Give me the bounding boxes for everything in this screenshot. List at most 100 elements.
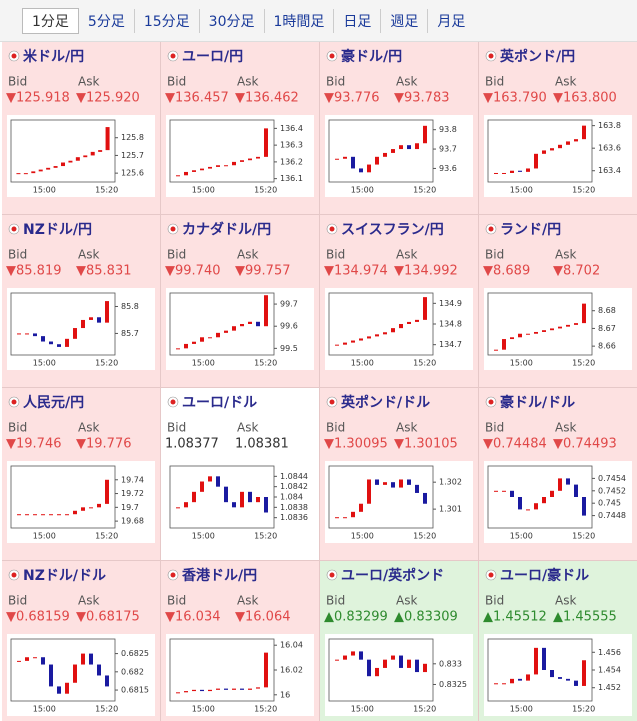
- ask-label: Ask: [78, 75, 99, 89]
- rate-panel[interactable]: ユーロ/円 Bid Ask ▼136.457 ▼136.462 136.4 136.3 136…: [161, 42, 320, 215]
- x-tick-label: 15:00: [351, 532, 374, 541]
- candle: [65, 682, 69, 694]
- pair-name: 英ポンド/円: [499, 48, 575, 65]
- rate-panel[interactable]: 香港ドル/円 Bid Ask ▼16.034 ▼16.064 16.04 16.02 16 15…: [161, 561, 320, 721]
- flag-icon: [170, 572, 176, 578]
- candle: [57, 686, 61, 694]
- rate-panel[interactable]: ランド/円 Bid Ask ▼8.689 ▼8.702 8.68 8.67 8.66 15:00…: [479, 215, 637, 388]
- rate-panel[interactable]: NZドル/円 Bid Ask ▼85.819 ▼85.831 85.8 85.7 15:00 1…: [2, 215, 161, 388]
- pair-name: カナダドル/円: [182, 221, 271, 238]
- candle: [41, 336, 45, 342]
- rate-panel[interactable]: 英ポンド/ドル Bid Ask ▼1.30095 ▼1.30105 1.302 1.301 1…: [320, 388, 479, 561]
- bid-label: Bid: [167, 75, 186, 89]
- y-tick-label: 0.745: [598, 499, 621, 508]
- panel-canvas: ランド/円 Bid Ask ▼8.689 ▼8.702 8.68 8.67 8.66 15:00…: [483, 222, 632, 370]
- panel-canvas: NZドル/円 Bid Ask ▼85.819 ▼85.831 85.8 85.7 15:00 1…: [6, 222, 155, 370]
- candle: [399, 324, 403, 329]
- candle: [232, 502, 236, 508]
- rate-panel[interactable]: ユーロ/英ポンド Bid Ask ▲0.83299 ▲0.83309 0.833 0.832…: [320, 561, 479, 721]
- flag-icon: [329, 53, 335, 59]
- candle: [383, 332, 387, 335]
- candle: [176, 507, 180, 509]
- candle: [526, 509, 530, 511]
- pair-name: スイスフラン/円: [341, 222, 444, 238]
- tab[interactable]: 15分足: [135, 8, 200, 33]
- rate-panel[interactable]: 英ポンド/円 Bid Ask ▼163.790 ▼163.800 163.8 163.6 16…: [479, 42, 637, 215]
- rate-panel[interactable]: カナダドル/円 Bid Ask ▼99.740 ▼99.757 99.7 99.6 99.5 1…: [161, 215, 320, 388]
- y-tick-label: 93.8: [439, 125, 457, 134]
- rate-panel[interactable]: 米ドル/円 Bid Ask ▼125.918 ▼125.920 125.8 125.7 125…: [2, 42, 161, 215]
- tab[interactable]: 日足: [334, 8, 382, 33]
- y-tick-label: 8.66: [598, 342, 616, 351]
- x-tick-label: 15:00: [192, 359, 215, 368]
- candle: [367, 659, 371, 677]
- rate-panel[interactable]: 人民元/円 Bid Ask ▼19.746 ▼19.776 19.74 19.72 19.7 1…: [2, 388, 161, 561]
- ask-label: Ask: [237, 594, 258, 608]
- candle: [558, 478, 562, 491]
- candle: [57, 344, 61, 347]
- tab[interactable]: 月足: [437, 13, 466, 30]
- pair-name: 豪ドル/ドル: [500, 394, 575, 411]
- candle: [383, 659, 387, 668]
- candle: [17, 660, 21, 662]
- rate-panel[interactable]: ユーロ/ドル Bid Ask 1.08377 1.08381 1.0844 1.0842 1.…: [161, 388, 320, 561]
- ask-label: Ask: [237, 75, 258, 89]
- candle: [33, 514, 37, 516]
- candle: [89, 317, 93, 320]
- tab[interactable]: 1分足: [22, 7, 79, 34]
- candle: [510, 337, 514, 340]
- candle: [534, 503, 538, 510]
- panel-canvas: ユーロ/豪ドル Bid Ask ▲1.45512 ▲1.45555 1.456 1.454 1…: [483, 567, 632, 716]
- rate-panel[interactable]: NZドル/ドル Bid Ask ▼0.68159 ▼0.68175 0.6825 0.682…: [2, 561, 161, 721]
- y-tick-label: 19.68: [121, 517, 144, 526]
- bid-label: Bid: [485, 248, 504, 262]
- candle: [61, 162, 65, 167]
- flag-icon: [11, 53, 17, 59]
- y-tick-label: 136.3: [280, 141, 303, 150]
- candle: [542, 647, 546, 670]
- candle: [351, 340, 355, 343]
- pair-name: 香港ドル/円: [181, 567, 257, 584]
- rate-panel[interactable]: スイスフラン/円 Bid Ask ▼134.974 ▼134.992 134.9 134.8…: [320, 215, 479, 388]
- candle: [423, 297, 427, 320]
- candle: [49, 341, 53, 345]
- y-tick-label: 8.68: [598, 306, 616, 315]
- y-tick-label: 1.302: [439, 478, 462, 487]
- rate-panel[interactable]: ユーロ/豪ドル Bid Ask ▲1.45512 ▲1.45555 1.456 1.454 1…: [479, 561, 637, 721]
- candle: [423, 125, 427, 144]
- rate-panel[interactable]: 豪ドル/円 Bid Ask ▼93.776 ▼93.783 93.8 93.7 93.6 15:…: [320, 42, 479, 215]
- x-tick-label: 15:20: [254, 532, 277, 541]
- candle: [224, 165, 228, 167]
- candle: [208, 166, 212, 169]
- flag-icon: [170, 399, 176, 405]
- bid-label: Bid: [8, 75, 27, 89]
- candle: [75, 157, 80, 161]
- rate-panel[interactable]: 豪ドル/ドル Bid Ask ▼0.74484 ▼0.74493 0.7454 0.7452…: [479, 388, 637, 561]
- candle: [97, 664, 101, 676]
- chart-background: [7, 115, 155, 197]
- x-tick-label: 15:00: [192, 705, 215, 714]
- candle: [33, 657, 37, 659]
- candle: [526, 674, 530, 681]
- candle: [25, 657, 29, 661]
- tab[interactable]: 5分足: [79, 8, 135, 33]
- candle: [558, 326, 562, 329]
- bid-label: Bid: [8, 248, 27, 262]
- bid-value: ▼93.776: [324, 91, 380, 106]
- bid-value: ▼1.30095: [324, 437, 388, 452]
- bid-label: Bid: [167, 594, 186, 608]
- tab[interactable]: 週足: [381, 8, 429, 33]
- x-tick-label: 15:20: [254, 359, 277, 368]
- y-tick-label: 93.7: [439, 145, 457, 154]
- candle: [359, 168, 363, 173]
- candle: [502, 339, 506, 350]
- candle: [494, 349, 498, 351]
- candle: [423, 663, 427, 673]
- candle: [192, 689, 196, 692]
- candle: [17, 514, 21, 516]
- candle: [423, 492, 427, 504]
- tab[interactable]: 1時間足: [265, 8, 335, 33]
- tab[interactable]: 30分足: [200, 8, 265, 33]
- bid-label: Bid: [8, 594, 27, 608]
- bid-label: Bid: [167, 421, 186, 435]
